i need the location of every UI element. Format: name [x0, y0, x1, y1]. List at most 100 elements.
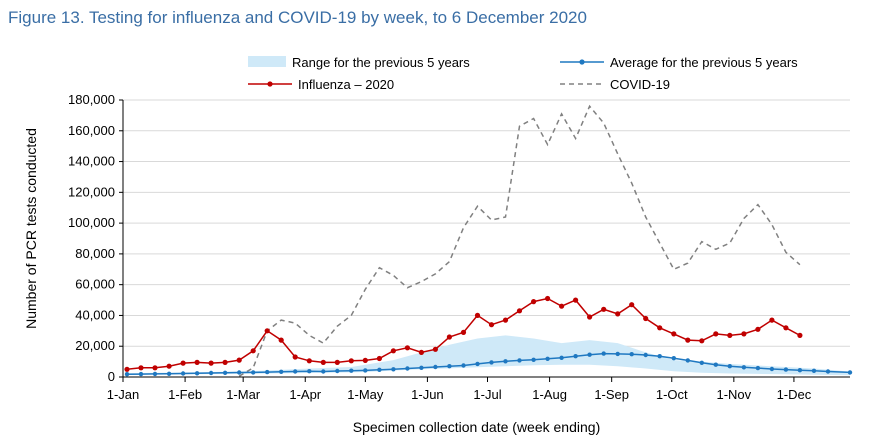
influenza-2020-point — [390, 348, 396, 354]
average-for-the-previous-5-years-point — [797, 368, 803, 373]
average-for-the-previous-5-years-point — [847, 370, 853, 375]
average-for-the-previous-5-years-point — [545, 356, 550, 361]
average-for-the-previous-5-years-point — [166, 371, 172, 376]
influenza-2020-point — [222, 359, 228, 365]
average-for-the-previous-5-years-point — [503, 359, 508, 364]
influenza-2020-point — [601, 306, 607, 312]
average-for-the-previous-5-years-point — [671, 356, 676, 361]
influenza-2020-point — [741, 331, 747, 337]
influenza-2020-point — [152, 365, 158, 371]
influenza-2020-point — [124, 366, 130, 372]
influenza-2020-point — [769, 317, 775, 323]
influenza-2020-point — [460, 329, 467, 335]
average-for-the-previous-5-years-point — [489, 360, 494, 365]
x-tick-label: 1-May — [347, 387, 384, 402]
average-for-the-previous-5-years-point — [391, 367, 396, 372]
average-for-the-previous-5-years-point — [405, 366, 410, 371]
influenza-2020-point — [194, 359, 200, 365]
influenza-2020-point — [250, 348, 256, 354]
average-for-the-previous-5-years-point — [573, 354, 578, 359]
legend-item: Average for the previous 5 years — [560, 55, 798, 70]
influenza-2020-point — [516, 308, 523, 314]
influenza-2020-point — [208, 360, 214, 366]
plot-area — [124, 104, 853, 377]
average-for-the-previous-5-years-point — [138, 371, 144, 377]
influenza-2020-point — [502, 317, 509, 323]
average-for-the-previous-5-years-point — [447, 364, 452, 369]
average-for-the-previous-5-years-point — [783, 367, 789, 372]
influenza-2020-point — [573, 297, 579, 303]
x-tick-label: 1-Nov — [716, 387, 751, 402]
influenza-2020-point — [180, 360, 186, 366]
average-for-the-previous-5-years-point — [377, 367, 382, 372]
average-for-the-previous-5-years-point — [152, 371, 158, 377]
average-for-the-previous-5-years-point — [629, 352, 634, 357]
x-tick-label: 1-Jun — [411, 387, 444, 402]
average-for-the-previous-5-years-point — [475, 361, 480, 367]
x-tick-label: 1-Aug — [532, 387, 567, 402]
average-for-the-previous-5-years-point — [433, 364, 438, 370]
influenza-2020-point — [138, 365, 144, 371]
influenza-2020-point — [320, 359, 326, 365]
average-for-the-previous-5-years-point — [251, 370, 256, 375]
legend-label: Average for the previous 5 years — [610, 55, 798, 70]
influenza-2020-point — [264, 328, 270, 334]
influenza-2020-point — [615, 311, 621, 317]
average-for-the-previous-5-years-swatch-marker — [579, 59, 585, 65]
average-for-the-previous-5-years-point — [727, 364, 732, 369]
y-tick-label: 80,000 — [75, 246, 115, 261]
y-tick-label: 120,000 — [68, 184, 115, 199]
influenza-2020-swatch-marker — [267, 81, 273, 87]
average-for-the-previous-5-years-point — [741, 365, 747, 370]
influenza-2020-point — [531, 299, 537, 305]
x-tick-label: 1-Jul — [473, 387, 501, 402]
influenza-2020-point — [306, 358, 312, 364]
average-for-the-previous-5-years-point — [825, 369, 831, 374]
x-axis-title: Specimen collection date (week ending) — [353, 419, 600, 435]
influenza-2020-point — [727, 332, 733, 338]
influenza-2020-point — [278, 337, 284, 343]
y-tick-label: 140,000 — [68, 154, 115, 169]
average-for-the-previous-5-years-point — [321, 369, 326, 374]
legend: Range for the previous 5 years Average fo… — [248, 55, 798, 92]
y-tick-label: 40,000 — [75, 307, 115, 322]
influenza-2020-point — [643, 315, 649, 322]
y-tick-label: 0 — [108, 369, 115, 384]
range-band-area — [127, 335, 850, 376]
influenza-2020-point — [545, 295, 551, 302]
influenza-2020-point — [797, 332, 803, 338]
average-for-the-previous-5-years-point — [559, 355, 564, 360]
y-grid — [123, 99, 850, 347]
influenza-2020-point — [657, 325, 663, 331]
y-tick-label: 100,000 — [68, 215, 115, 230]
influenza-2020-point — [446, 334, 452, 340]
influenza-2020-point — [334, 359, 340, 365]
influenza-2020-point — [292, 354, 298, 360]
average-for-the-previous-5-years-point — [222, 370, 228, 375]
average-for-the-previous-5-years-point — [180, 371, 186, 376]
x-tick-label: 1-Mar — [226, 387, 261, 402]
influenza-2020-point — [236, 357, 242, 363]
x-tick-label: 1-Feb — [168, 387, 202, 402]
influenza-2020-point — [404, 345, 410, 351]
influenza-2020-point — [348, 358, 354, 364]
influenza-2020-point — [488, 322, 495, 328]
range-for-the-previous-5-years-swatch — [248, 56, 286, 67]
average-for-the-previous-5-years-point — [349, 368, 354, 373]
influenza-2020-point — [418, 349, 424, 355]
average-for-the-previous-5-years-point — [237, 370, 242, 375]
average-for-the-previous-5-years-point — [194, 371, 200, 376]
influenza-2020-point — [362, 357, 368, 363]
x-tick-label: 1-Apr — [289, 387, 321, 402]
x-tick-label: 1-Sep — [594, 387, 629, 402]
legend-label: Influenza – 2020 — [298, 77, 394, 92]
influenza-2020-point — [699, 338, 705, 344]
average-for-the-previous-5-years-point — [657, 354, 662, 359]
average-for-the-previous-5-years-point — [293, 369, 298, 374]
legend-item: Influenza – 2020 — [248, 77, 394, 92]
average-for-the-previous-5-years-point — [615, 351, 620, 357]
x-tick-label: 1-Jan — [107, 387, 140, 402]
y-tick-label: 180,000 — [68, 92, 115, 107]
y-axis-title: Number of PCR tests conducted — [23, 128, 39, 329]
average-for-the-previous-5-years-point — [279, 369, 284, 374]
